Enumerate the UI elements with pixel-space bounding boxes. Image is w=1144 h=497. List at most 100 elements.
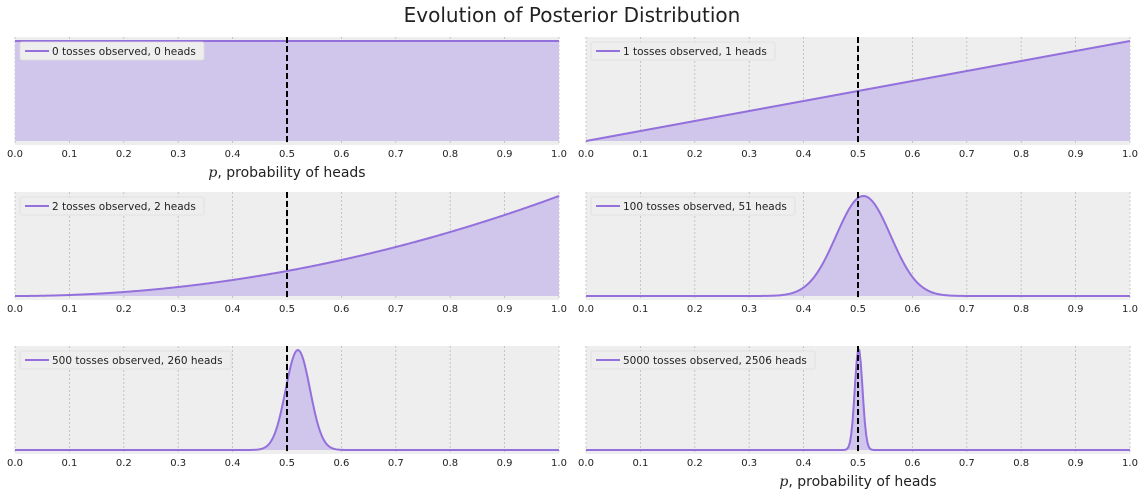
legend-label: 500 tosses observed, 260 heads — [52, 355, 223, 367]
x-tick-label: 0.7 — [388, 458, 404, 469]
x-tick-label: 0.5 — [279, 149, 295, 160]
x-tick-label: 0.0 — [7, 149, 23, 160]
x-tick-label: 0.9 — [1068, 149, 1084, 160]
legend: 2 tosses observed, 2 heads — [19, 196, 205, 216]
x-axis-label-variable: p — [208, 165, 217, 181]
x-tick-label: 0.6 — [333, 149, 349, 160]
x-tick-label: 0.6 — [333, 304, 349, 315]
legend-box — [19, 350, 232, 370]
x-tick-label: 0.5 — [850, 304, 866, 315]
x-tick-label: 0.1 — [61, 458, 77, 469]
x-tick-label: 0.3 — [741, 149, 757, 160]
legend-box — [590, 350, 816, 370]
x-tick-label: 0.3 — [170, 304, 186, 315]
x-tick-label: 0.8 — [1013, 304, 1029, 315]
legend: 500 tosses observed, 260 heads — [19, 350, 232, 370]
legend-label: 5000 tosses observed, 2506 heads — [623, 355, 807, 367]
x-tick-label: 0.0 — [578, 149, 594, 160]
legend: 100 tosses observed, 51 heads — [590, 196, 796, 216]
x-axis-label: p, probability of heads — [208, 165, 365, 181]
x-tick-label: 0.2 — [687, 458, 703, 469]
x-tick-label: 0.2 — [687, 304, 703, 315]
x-tick-label: 0.4 — [225, 458, 241, 469]
x-tick-label: 0.5 — [850, 458, 866, 469]
x-tick-label: 0.7 — [959, 304, 975, 315]
x-tick-label: 0.1 — [61, 149, 77, 160]
legend-box — [19, 196, 205, 216]
x-tick-label: 1.0 — [1122, 458, 1138, 469]
x-tick-label: 0.9 — [497, 458, 513, 469]
x-tick-label: 0.4 — [796, 149, 812, 160]
legend-label: 0 tosses observed, 0 heads — [52, 46, 196, 58]
subplot-4: 0.0 0.1 0.2 0.3 0.4 0.5 0.6 0.7 0.8 0.9 1.0 500 tos… — [7, 346, 567, 469]
x-axis-label: p, probability of heads — [779, 474, 936, 490]
x-tick-label: 0.9 — [1068, 458, 1084, 469]
posterior-line — [15, 195, 560, 297]
x-tick-label: 0.4 — [796, 458, 812, 469]
legend-label: 1 tosses observed, 1 heads — [623, 46, 767, 58]
x-tick-label: 0.1 — [61, 304, 77, 315]
subplot-1: 0.0 0.1 0.2 0.3 0.4 0.5 0.6 0.7 0.8 0.9 1.0 1 tosse… — [578, 37, 1138, 160]
x-tick-label: 0.1 — [632, 149, 648, 160]
x-tick-label: 0.4 — [225, 304, 241, 315]
subplot-2: 0.0 0.1 0.2 0.3 0.4 0.5 0.6 0.7 0.8 0.9 1.0 2 tosse… — [7, 192, 567, 315]
figure-title: Evolution of Posterior Distribution — [404, 3, 741, 27]
x-tick-label: 0.1 — [632, 458, 648, 469]
x-tick-label: 0.6 — [904, 304, 920, 315]
x-tick-label: 0.5 — [279, 458, 295, 469]
subplot-0: 0.0 0.1 0.2 0.3 0.4 0.5 0.6 0.7 0.8 0.9 1.0 0 tosse… — [7, 37, 567, 181]
x-tick-label: 0.8 — [442, 458, 458, 469]
x-tick-label: 1.0 — [551, 149, 567, 160]
x-tick-label: 0.0 — [578, 458, 594, 469]
x-tick-label: 0.2 — [116, 304, 132, 315]
x-tick-label: 0.7 — [388, 149, 404, 160]
x-tick-label: 0.9 — [1068, 304, 1084, 315]
x-tick-label: 0.3 — [170, 149, 186, 160]
x-tick-label: 0.2 — [116, 458, 132, 469]
legend-box — [590, 41, 776, 61]
x-tick-label: 0.7 — [388, 304, 404, 315]
x-tick-label: 0.3 — [741, 304, 757, 315]
x-tick-label: 0.9 — [497, 149, 513, 160]
x-tick-label: 0.1 — [632, 304, 648, 315]
legend-label: 100 tosses observed, 51 heads — [623, 201, 787, 213]
x-tick-label: 0.8 — [442, 304, 458, 315]
x-tick-label: 0.9 — [497, 304, 513, 315]
x-tick-label: 0.5 — [850, 149, 866, 160]
x-tick-label: 0.0 — [578, 304, 594, 315]
legend: 5000 tosses observed, 2506 heads — [590, 350, 816, 370]
x-tick-label: 0.0 — [7, 304, 23, 315]
x-axis-label-variable: p — [779, 474, 788, 490]
legend-box — [590, 196, 796, 216]
x-tick-label: 0.8 — [442, 149, 458, 160]
x-tick-label: 1.0 — [1122, 149, 1138, 160]
x-tick-label: 0.6 — [904, 458, 920, 469]
x-tick-label: 0.7 — [959, 458, 975, 469]
panels: 0.0 0.1 0.2 0.3 0.4 0.5 0.6 0.7 0.8 0.9 1.0 0 tosse… — [7, 37, 1138, 490]
x-tick-label: 0.8 — [1013, 458, 1029, 469]
subplot-3: 0.0 0.1 0.2 0.3 0.4 0.5 0.6 0.7 0.8 0.9 1.0 100 tos… — [578, 192, 1138, 315]
x-tick-label: 0.2 — [116, 149, 132, 160]
legend: 1 tosses observed, 1 heads — [590, 41, 776, 61]
x-tick-label: 0.7 — [959, 149, 975, 160]
x-tick-label: 1.0 — [1122, 304, 1138, 315]
x-tick-label: 0.3 — [741, 458, 757, 469]
x-tick-label: 0.2 — [687, 149, 703, 160]
subplot-5: 0.0 0.1 0.2 0.3 0.4 0.5 0.6 0.7 0.8 0.9 1.0 5000 to… — [578, 346, 1138, 490]
x-tick-label: 0.8 — [1013, 149, 1029, 160]
x-tick-label: 1.0 — [551, 304, 567, 315]
legend-box — [19, 41, 205, 61]
x-tick-label: 0.4 — [796, 304, 812, 315]
x-tick-label: 0.3 — [170, 458, 186, 469]
x-axis-label-text: , probability of heads — [788, 474, 936, 490]
x-tick-label: 0.0 — [7, 458, 23, 469]
posterior-area — [15, 196, 559, 296]
x-tick-label: 0.6 — [904, 149, 920, 160]
legend: 0 tosses observed, 0 heads — [19, 41, 205, 61]
x-axis-label-text: , probability of heads — [217, 165, 365, 181]
x-tick-label: 0.5 — [279, 304, 295, 315]
legend-label: 2 tosses observed, 2 heads — [52, 201, 196, 213]
x-tick-label: 1.0 — [551, 458, 567, 469]
x-tick-label: 0.4 — [225, 149, 241, 160]
